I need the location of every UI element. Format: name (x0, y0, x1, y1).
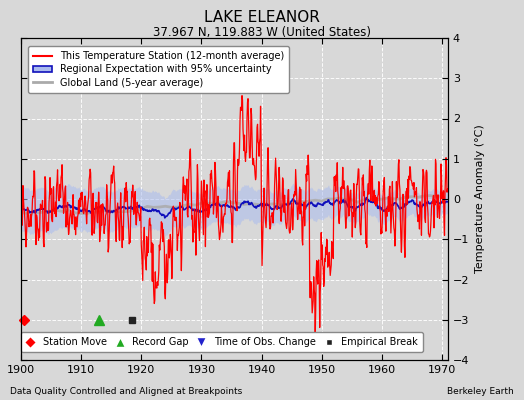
Text: Berkeley Earth: Berkeley Earth (447, 387, 514, 396)
Text: Data Quality Controlled and Aligned at Breakpoints: Data Quality Controlled and Aligned at B… (10, 387, 243, 396)
Legend: Station Move, Record Gap, Time of Obs. Change, Empirical Break: Station Move, Record Gap, Time of Obs. C… (20, 332, 423, 352)
Y-axis label: Temperature Anomaly (°C): Temperature Anomaly (°C) (475, 125, 485, 273)
Text: LAKE ELEANOR: LAKE ELEANOR (204, 10, 320, 25)
Text: 37.967 N, 119.883 W (United States): 37.967 N, 119.883 W (United States) (153, 26, 371, 39)
